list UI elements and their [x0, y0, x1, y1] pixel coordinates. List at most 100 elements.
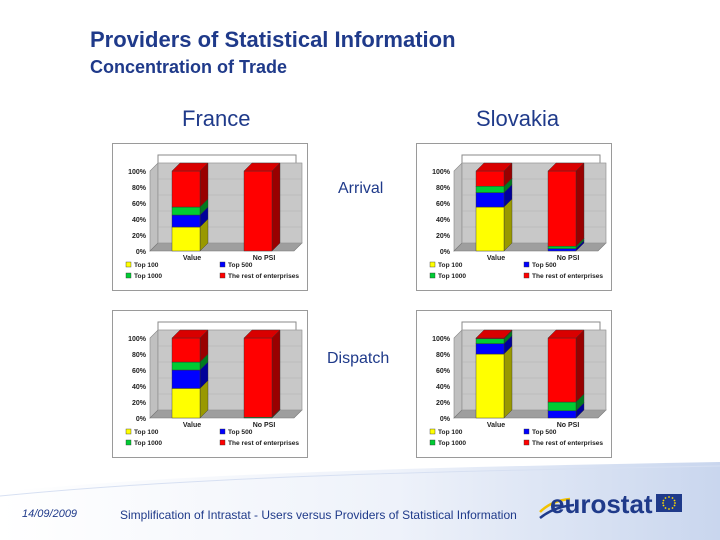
legend-label: Top 1000 [438, 273, 466, 280]
bar-segment [475, 338, 505, 344]
footer-swoosh [0, 462, 720, 540]
legend-label: Top 100 [438, 429, 463, 436]
bar-top [171, 329, 209, 339]
bar-top [475, 162, 513, 172]
legend-label: Top 1000 [438, 440, 466, 447]
y-tick-label: 0% [440, 416, 451, 423]
bar-segment [547, 410, 577, 419]
x-tick-label: Value [183, 255, 201, 262]
legend-swatch [125, 272, 132, 279]
y-tick-label: 0% [440, 249, 451, 256]
y-tick-label: 80% [436, 352, 451, 359]
bar-segment [547, 245, 577, 249]
bar-segment [243, 170, 273, 252]
chart-svg: 100% 80% 60% 40% 20% 0% Value No PSI Top 100 Top … [112, 310, 308, 458]
bar-side [503, 198, 513, 252]
legend-label: The rest of enterprises [532, 273, 603, 280]
y-tick-label: 100% [432, 336, 451, 343]
legend-label: Top 100 [438, 262, 463, 269]
footer-date: 14/09/2009 [22, 508, 78, 520]
legend-swatch [523, 261, 530, 268]
legend-swatch [219, 272, 226, 279]
logo-wordmark: eurostat [550, 489, 653, 519]
plot-side-wall [453, 162, 463, 252]
bar-top [243, 162, 281, 172]
y-tick-label: 40% [132, 217, 147, 224]
y-tick-label: 100% [128, 336, 147, 343]
chart-svg: 100% 80% 60% 40% 20% 0% Value No PSI Top 100 Top … [416, 310, 612, 458]
legend-swatch [429, 272, 436, 279]
y-tick-label: 80% [132, 185, 147, 192]
bar-segment [547, 401, 577, 412]
slide-subtitle: Concentration of Trade [90, 57, 288, 77]
y-tick-label: 60% [436, 368, 451, 375]
bar-side [503, 345, 513, 419]
legend-label: Top 500 [228, 262, 253, 269]
y-tick-label: 80% [132, 352, 147, 359]
bar-segment [171, 206, 201, 216]
legend-swatch [125, 428, 132, 435]
legend-swatch [219, 428, 226, 435]
legend-label: Top 100 [134, 429, 159, 436]
bar-segment [547, 337, 577, 403]
legend-label: The rest of enterprises [228, 440, 299, 447]
bar-segment [547, 170, 577, 247]
y-tick-label: 80% [436, 185, 451, 192]
eu-stars-icon [662, 496, 676, 510]
bar-side [575, 329, 585, 403]
column-label-france: France [182, 106, 251, 131]
bar-segment [547, 248, 577, 252]
bar-segment [171, 170, 201, 208]
legend-swatch [429, 428, 436, 435]
bar-segment [475, 206, 505, 252]
chart-france-dispatch: 100% 80% 60% 40% 20% 0% Value No PSI Top 100 Top … [112, 310, 308, 458]
x-tick-label: No PSI [557, 422, 580, 429]
y-tick-label: 60% [132, 201, 147, 208]
legend-swatch [219, 439, 226, 446]
x-tick-label: No PSI [557, 255, 580, 262]
y-tick-label: 20% [132, 400, 147, 407]
bar-top [475, 329, 513, 339]
legend-label: Top 1000 [134, 440, 162, 447]
legend-swatch [429, 439, 436, 446]
column-label-slovakia: Slovakia [476, 106, 560, 131]
bar-segment [475, 170, 505, 187]
y-tick-label: 40% [436, 384, 451, 391]
y-tick-label: 100% [128, 169, 147, 176]
bar-side [271, 329, 281, 418]
slide-title: Providers of Statistical Information [90, 27, 456, 52]
y-tick-label: 20% [132, 233, 147, 240]
y-tick-label: 20% [436, 233, 451, 240]
bar-segment [171, 369, 201, 389]
eu-flag-icon [656, 494, 682, 512]
bar-side [575, 162, 585, 247]
bar-top [547, 329, 585, 339]
legend-label: The rest of enterprises [228, 273, 299, 280]
legend-swatch [523, 428, 530, 435]
bar-segment [475, 353, 505, 419]
y-tick-label: 0% [136, 416, 147, 423]
bar-segment [171, 226, 201, 252]
row-label-dispatch: Dispatch [327, 350, 390, 367]
chart-svg: 100% 80% 60% 40% 20% 0% Value No PSI Top 100 Top … [416, 143, 612, 291]
bar-segment [171, 214, 201, 228]
legend-label: Top 500 [228, 429, 253, 436]
bar-segment [171, 388, 201, 419]
legend-swatch [523, 272, 530, 279]
x-tick-label: No PSI [253, 255, 276, 262]
y-tick-label: 40% [132, 384, 147, 391]
x-tick-label: No PSI [253, 422, 276, 429]
legend-label: Top 1000 [134, 273, 162, 280]
y-tick-label: 60% [436, 201, 451, 208]
y-tick-label: 40% [436, 217, 451, 224]
chart-slovakia-arrival: 100% 80% 60% 40% 20% 0% Value No PSI Top 100 Top … [416, 143, 612, 291]
footer-text: Simplification of Intrastat - Users vers… [120, 508, 517, 522]
x-tick-label: Value [487, 422, 505, 429]
chart-svg: 100% 80% 60% 40% 20% 0% Value No PSI Top 100 Top … [112, 143, 308, 291]
bar-segment [171, 361, 201, 371]
bar-segment [475, 186, 505, 193]
bar-segment [475, 192, 505, 208]
plot-side-wall [149, 329, 159, 419]
y-tick-label: 20% [436, 400, 451, 407]
legend-label: Top 500 [532, 262, 557, 269]
